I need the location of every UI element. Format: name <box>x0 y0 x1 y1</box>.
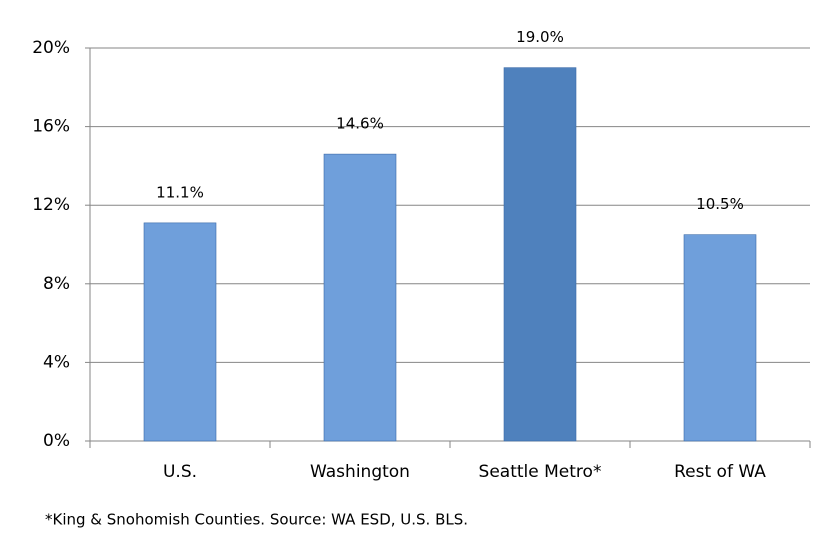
x-tick-label: Washington <box>310 462 410 482</box>
data-label: 19.0% <box>516 28 564 46</box>
y-tick-label: 4% <box>43 352 70 372</box>
y-tick-label: 8% <box>43 274 70 294</box>
x-tick-label: U.S. <box>163 462 197 482</box>
y-tick-label: 0% <box>43 431 70 451</box>
y-tick-label: 20% <box>32 38 70 58</box>
data-label: 14.6% <box>336 115 384 133</box>
footnote: *King & Snohomish Counties. Source: WA E… <box>45 511 468 529</box>
bar <box>143 222 217 442</box>
y-tick-label: 12% <box>32 195 70 215</box>
y-tick-label: 16% <box>32 117 70 137</box>
x-tick-label: Rest of WA <box>674 462 766 482</box>
bar <box>503 67 577 442</box>
x-tick-label: Seattle Metro* <box>479 462 602 482</box>
data-label: 11.1% <box>156 183 204 201</box>
bar <box>323 153 397 442</box>
data-label: 10.5% <box>696 195 744 213</box>
bar <box>683 234 757 442</box>
